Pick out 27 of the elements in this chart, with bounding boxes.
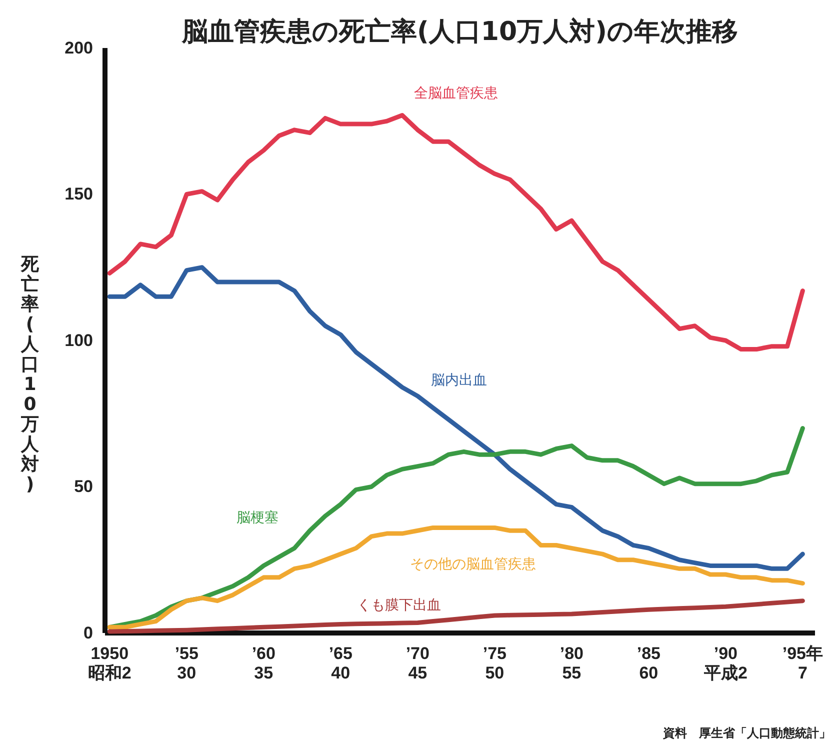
series-label: その他の脳血管疾患 <box>410 556 536 573</box>
chart-title: 脳血管疾患の死亡率(人口10万人対)の年次推移 <box>181 17 738 47</box>
line-series <box>107 113 805 352</box>
x-tick-label: ’55 30 <box>174 644 198 683</box>
x-tick-label: ’65 40 <box>328 644 352 683</box>
y-tick-label: 150 <box>64 184 93 204</box>
x-tick-label: ’70 45 <box>406 644 430 683</box>
x-tick-label: ’75 50 <box>482 644 506 683</box>
series-label: 全脳血管疾患 <box>414 86 498 102</box>
x-tick-label: ’90 平成2 <box>702 644 748 683</box>
series-label: 脳内出血 <box>431 372 488 388</box>
series-label: 脳梗塞 <box>236 510 278 526</box>
x-tick-label: ’80 55 <box>560 644 584 683</box>
x-tick-label: 1950 昭和2 <box>88 644 132 683</box>
line-series <box>107 525 805 630</box>
line-series <box>107 265 805 571</box>
y-tick-label: 50 <box>74 477 93 496</box>
x-tick-label: ’85 60 <box>636 644 660 683</box>
series-label: くも膜下出血 <box>357 598 442 614</box>
y-tick-label: 0 <box>84 623 93 642</box>
text: 資料 厚生省「人口動態統計」 <box>662 726 831 740</box>
y-tick-label: 200 <box>64 38 93 58</box>
y-tick-label: 100 <box>64 330 93 350</box>
text: 死亡率(人口10万人対) <box>21 254 39 495</box>
x-tick-label: ’60 35 <box>252 644 276 683</box>
x-tick-label: ’95年 7 <box>782 644 823 683</box>
line-series <box>107 598 805 634</box>
